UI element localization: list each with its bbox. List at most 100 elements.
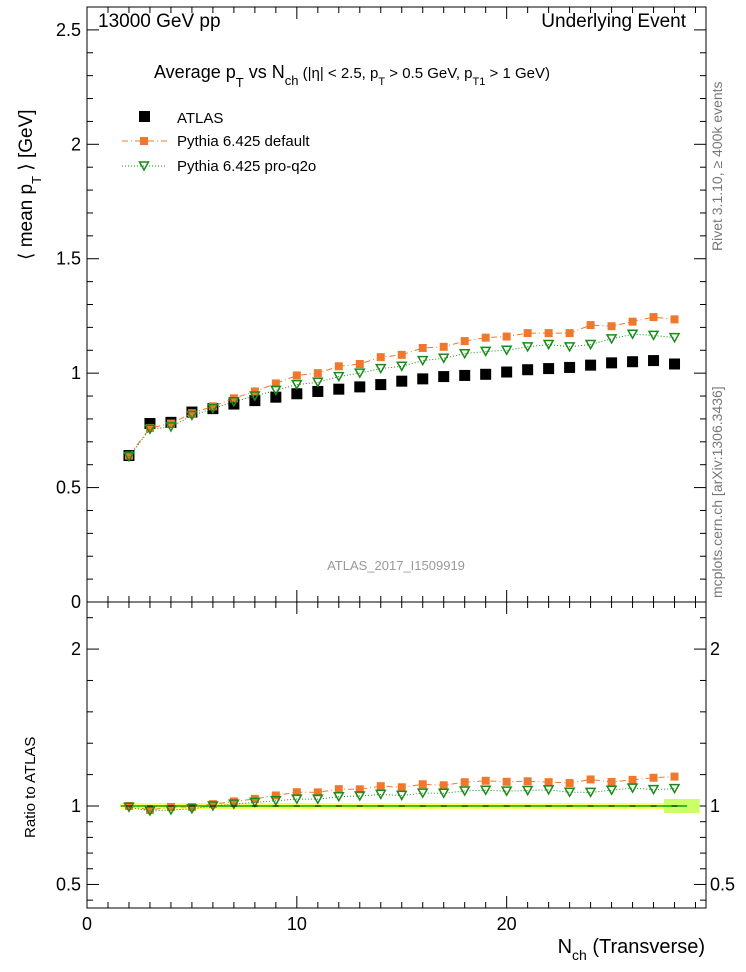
y-tick-label: 0.5 [56, 478, 81, 498]
chart-title: Average pT vs Nch (|η| < 2.5, pT > 0.5 G… [154, 62, 550, 90]
data-point-1 [124, 451, 133, 460]
ratio-point-2 [333, 791, 345, 803]
ratio-point-1 [355, 785, 364, 794]
ratio-point-1 [229, 797, 238, 806]
data-point-2 [353, 368, 366, 379]
ratio-point-1 [628, 775, 637, 784]
ratio-point-1 [313, 788, 322, 797]
ratio-point-2 [500, 786, 513, 797]
legend-label-proq2o: Pythia 6.425 pro-q2o [177, 158, 316, 175]
y-axis-label: ⟨ mean pT ⟩ [GeV] [16, 109, 44, 260]
ratio-point-1 [271, 791, 280, 800]
ratio-point-2 [270, 795, 282, 807]
header-left: 13000 GeV pp [98, 11, 221, 32]
data-point-0 [543, 363, 555, 375]
y-tick-label: 2 [71, 134, 81, 154]
ratio-point-2 [479, 785, 492, 796]
data-point-2 [333, 371, 345, 383]
legend-label-default: Pythia 6.425 default [177, 133, 310, 150]
data-point-0 [669, 358, 681, 370]
data-point-1 [355, 360, 364, 368]
data-point-2 [186, 410, 198, 422]
data-point-2 [291, 379, 303, 391]
series-line-1 [128, 316, 675, 456]
ratio-y-tick-label-right: 0.5 [710, 874, 735, 894]
data-point-0 [648, 355, 660, 367]
data-point-1 [565, 329, 574, 338]
ratio-point-1 [565, 779, 574, 788]
data-point-2 [312, 377, 324, 388]
data-point-1 [334, 362, 343, 371]
ratio-point-1 [145, 806, 154, 815]
header-right: Underlying Event [541, 11, 686, 32]
data-point-1 [187, 409, 196, 418]
ratio-point-1 [523, 777, 532, 786]
data-point-1 [418, 343, 427, 352]
data-point-2 [605, 334, 618, 345]
data-point-0 [144, 418, 156, 429]
y-tick-label-zero: 0 [71, 592, 81, 612]
data-point-1 [376, 353, 385, 362]
data-point-0 [564, 361, 576, 373]
data-point-1 [313, 369, 322, 378]
data-point-2 [584, 339, 597, 351]
ratio-point-1 [292, 788, 301, 797]
main-panel [86, 6, 707, 603]
data-point-0 [501, 366, 513, 378]
data-point-1 [628, 317, 637, 326]
data-point-0 [438, 371, 450, 383]
ratio-point-2 [458, 786, 471, 797]
legend-marker-proq2o [138, 161, 150, 172]
data-point-0 [270, 391, 282, 403]
ratio-y-tick-label: 0.5 [56, 874, 81, 894]
x-tick-label: 10 [287, 914, 307, 934]
data-point-2 [626, 329, 639, 340]
y-tick-label: 2.5 [56, 20, 81, 40]
data-point-0 [606, 357, 618, 369]
data-point-1 [208, 402, 217, 411]
data-point-0 [354, 381, 366, 393]
ratio-point-1 [334, 785, 343, 794]
data-point-0 [396, 375, 408, 387]
ratio-point-2 [312, 794, 324, 805]
ratio-point-1 [586, 775, 595, 784]
data-point-0 [627, 356, 639, 368]
data-point-1 [292, 371, 301, 380]
data-point-0 [228, 398, 240, 410]
legend-marker-atlas [139, 111, 150, 122]
data-point-2 [521, 342, 534, 353]
data-point-2 [144, 424, 156, 435]
data-point-2 [542, 339, 555, 351]
data-point-2 [395, 361, 408, 372]
ratio-point-2 [144, 806, 156, 817]
data-point-0 [522, 364, 534, 376]
ratio-point-1 [187, 802, 196, 811]
ratio-point-1 [502, 777, 511, 786]
ratio-panel [86, 601, 707, 909]
ratio-point-1 [418, 780, 427, 789]
data-point-1 [523, 329, 532, 338]
data-point-1 [649, 313, 658, 322]
rivet-label: Rivet 3.1.10, ≥ 400k events [709, 81, 725, 251]
data-point-2 [479, 346, 492, 357]
x-tick-label: 20 [497, 914, 517, 934]
ratio-point-2 [374, 789, 387, 800]
x-tick-label: 0 [82, 914, 92, 934]
ratio-point-2 [563, 787, 576, 798]
data-point-0 [333, 383, 345, 395]
data-point-2 [374, 363, 387, 375]
ratio-point-1 [166, 802, 175, 811]
ratio-point-2 [228, 799, 240, 810]
ratio-point-1 [208, 800, 217, 809]
data-point-2 [458, 348, 471, 360]
ratio-point-2 [668, 783, 681, 795]
legend-marker-default [140, 137, 148, 145]
ratio-point-2 [353, 791, 366, 802]
data-point-2 [270, 385, 282, 396]
data-point-2 [416, 355, 429, 367]
data-point-1 [271, 379, 280, 388]
ratio-point-2 [186, 804, 198, 815]
analysis-id: ATLAS_2017_I1509919 [327, 558, 465, 573]
ratio-point-1 [397, 783, 406, 792]
